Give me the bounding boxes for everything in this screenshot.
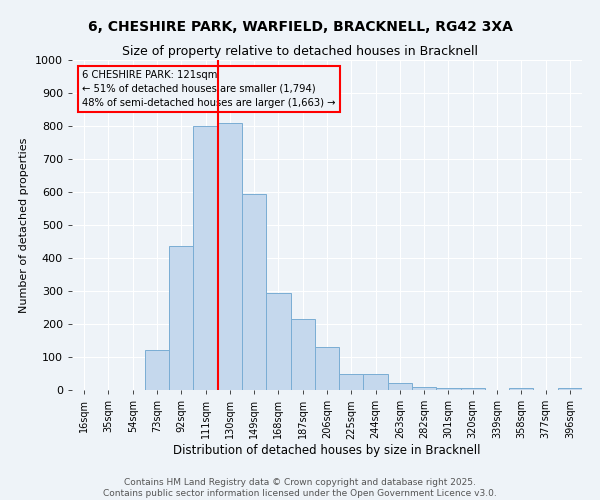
Y-axis label: Number of detached properties: Number of detached properties: [19, 138, 29, 312]
Bar: [509, 388, 533, 390]
Text: Contains HM Land Registry data © Crown copyright and database right 2025.
Contai: Contains HM Land Registry data © Crown c…: [103, 478, 497, 498]
Bar: [412, 386, 436, 390]
Bar: [266, 292, 290, 390]
Bar: [436, 388, 461, 390]
Bar: [169, 246, 193, 390]
Bar: [218, 122, 242, 390]
X-axis label: Distribution of detached houses by size in Bracknell: Distribution of detached houses by size …: [173, 444, 481, 457]
Bar: [290, 319, 315, 390]
Bar: [364, 374, 388, 390]
Bar: [145, 350, 169, 390]
Bar: [339, 374, 364, 390]
Bar: [315, 347, 339, 390]
Text: Size of property relative to detached houses in Bracknell: Size of property relative to detached ho…: [122, 45, 478, 58]
Bar: [558, 388, 582, 390]
Bar: [461, 388, 485, 390]
Text: 6, CHESHIRE PARK, WARFIELD, BRACKNELL, RG42 3XA: 6, CHESHIRE PARK, WARFIELD, BRACKNELL, R…: [88, 20, 512, 34]
Bar: [242, 194, 266, 390]
Text: 6 CHESHIRE PARK: 121sqm
← 51% of detached houses are smaller (1,794)
48% of semi: 6 CHESHIRE PARK: 121sqm ← 51% of detache…: [82, 70, 336, 108]
Bar: [193, 126, 218, 390]
Bar: [388, 384, 412, 390]
